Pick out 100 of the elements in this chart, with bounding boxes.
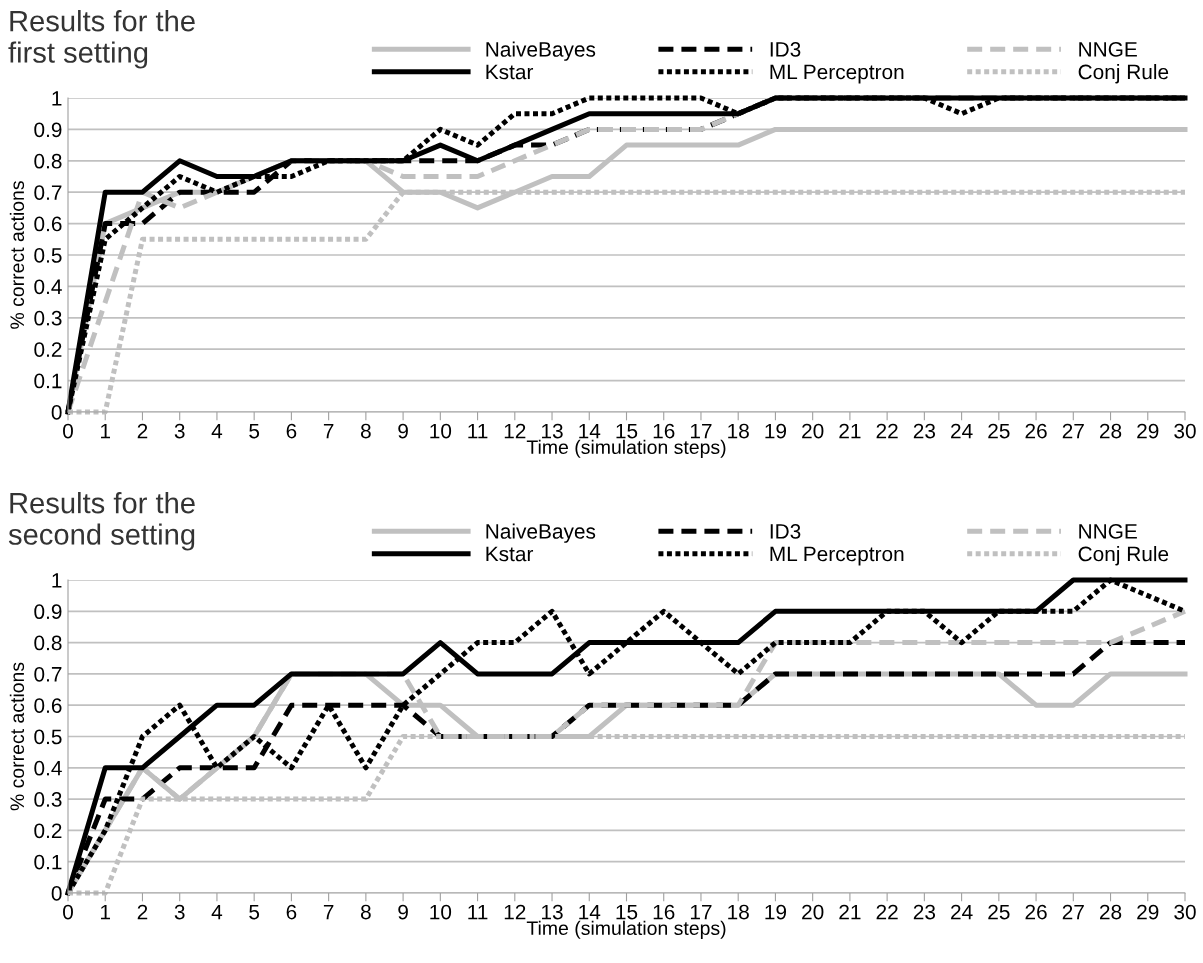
x-tick-label: 21 (839, 904, 861, 920)
x-tick-label: 10 (430, 904, 452, 920)
y-tick-label: 0 (51, 886, 62, 901)
x-tick-label: 5 (249, 423, 260, 439)
x-tick-label: 16 (653, 904, 675, 920)
y-axis-title: % correct actions (9, 662, 25, 811)
x-tick-label: 3 (174, 904, 185, 920)
x-tick-label: 26 (1025, 904, 1047, 920)
x-tick-label: 27 (1062, 904, 1084, 920)
x-tick-label: 17 (690, 904, 712, 920)
chart-title: Results for the second setting (8, 492, 195, 551)
x-tick-label: 19 (765, 423, 787, 439)
x-tick-label: 11 (468, 423, 488, 439)
x-tick-label: 7 (323, 904, 334, 920)
x-tick-label: 20 (802, 423, 824, 439)
x-tick-label: 13 (542, 904, 563, 920)
legend-label: Conj Rule (1078, 64, 1169, 84)
x-tick-label: 2 (137, 423, 148, 439)
y-tick-label: 0.9 (34, 604, 62, 620)
y-tick-label: 0.7 (34, 185, 62, 200)
x-axis-title: Time (simulation steps) (526, 920, 726, 939)
x-tick-label: 18 (728, 904, 749, 920)
x-tick-label: 12 (504, 423, 526, 439)
x-tick-label: 29 (1137, 423, 1159, 439)
x-tick-label: 21 (839, 423, 861, 439)
legend-label: Kstar (486, 64, 534, 80)
x-tick-label: 20 (802, 904, 824, 920)
x-tick-label: 28 (1100, 423, 1122, 439)
x-tick-label: 6 (286, 423, 297, 439)
x-tick-label: 1 (101, 904, 111, 920)
x-tick-label: 3 (174, 423, 185, 439)
y-tick-label: 0.2 (34, 342, 62, 357)
legend-label: ML Perceptron (770, 546, 904, 566)
legend-label: NaiveBayes (486, 523, 596, 543)
legend-label: Kstar (486, 546, 534, 562)
legend-label: NNGE (1079, 42, 1137, 57)
x-tick-label: 4 (211, 904, 223, 920)
y-tick-label: 0.6 (34, 216, 62, 232)
y-tick-label: 0.2 (34, 823, 62, 839)
x-tick-label: 7 (323, 423, 334, 439)
x-tick-label: 22 (876, 904, 898, 920)
y-tick-label: 0.5 (34, 729, 62, 745)
x-tick-label: 12 (504, 904, 526, 920)
y-tick-label: 0.1 (34, 854, 62, 870)
y-tick-label: 0.3 (34, 310, 62, 326)
x-tick-label: 27 (1062, 423, 1084, 439)
x-tick-label: 22 (876, 423, 898, 439)
x-tick-label: 19 (765, 904, 787, 920)
x-tick-label: 28 (1100, 904, 1122, 920)
x-tick-label: 1 (101, 423, 111, 439)
chart-title: Results for the first setting (8, 10, 195, 69)
x-tick-label: 29 (1137, 904, 1159, 920)
y-axis-title: % correct actions (9, 181, 25, 329)
y-tick-label: 0.8 (34, 153, 62, 169)
y-tick-label: 0.8 (34, 635, 62, 651)
x-tick-label: 14 (579, 904, 601, 920)
x-tick-label: 10 (430, 423, 452, 439)
x-tick-label: 6 (286, 904, 297, 920)
x-tick-label: 14 (579, 423, 601, 439)
x-tick-label: 16 (653, 423, 675, 439)
legend-label: ML Perceptron (770, 64, 904, 84)
y-tick-label: 0.4 (34, 760, 62, 776)
x-tick-label: 8 (360, 423, 371, 439)
y-tick-label: 0.5 (34, 248, 62, 263)
y-tick-label: 0.9 (34, 122, 62, 138)
legend-label: ID3 (770, 524, 801, 539)
x-tick-label: 18 (728, 423, 749, 439)
y-tick-label: 0 (51, 405, 62, 420)
x-tick-label: 0 (63, 423, 73, 439)
legend-label: Conj Rule (1078, 546, 1169, 566)
x-tick-label: 23 (913, 423, 936, 439)
y-tick-label: 0.3 (34, 792, 62, 807)
y-tick-label: 0.1 (34, 373, 62, 389)
legend-label: NaiveBayes (486, 41, 596, 61)
x-tick-label: 15 (616, 904, 638, 920)
x-axis-title: Time (simulation steps) (526, 439, 726, 458)
x-tick-label: 17 (690, 423, 712, 439)
x-tick-label: 13 (542, 423, 563, 439)
x-tick-label: 0 (63, 904, 73, 920)
y-tick-label: 0.6 (34, 698, 62, 713)
x-tick-label: 24 (951, 904, 973, 920)
y-tick-label: 1 (52, 91, 62, 106)
x-tick-label: 5 (249, 904, 260, 920)
x-tick-label: 30 (1174, 423, 1196, 439)
x-tick-label: 11 (468, 904, 488, 920)
y-tick-label: 1 (52, 573, 62, 588)
x-tick-label: 26 (1025, 423, 1047, 439)
x-tick-label: 9 (398, 423, 408, 439)
legend-label: ID3 (770, 42, 801, 57)
x-tick-label: 25 (988, 423, 1010, 439)
y-tick-label: 0.7 (34, 666, 62, 682)
legend-label: NNGE (1079, 524, 1137, 539)
x-tick-label: 2 (137, 904, 148, 920)
x-tick-label: 24 (951, 423, 973, 439)
x-tick-label: 25 (988, 904, 1010, 920)
y-tick-label: 0.4 (34, 279, 62, 295)
x-tick-label: 8 (360, 904, 371, 920)
x-tick-label: 15 (616, 423, 638, 439)
x-tick-label: 4 (211, 423, 223, 439)
x-tick-label: 23 (913, 904, 936, 920)
